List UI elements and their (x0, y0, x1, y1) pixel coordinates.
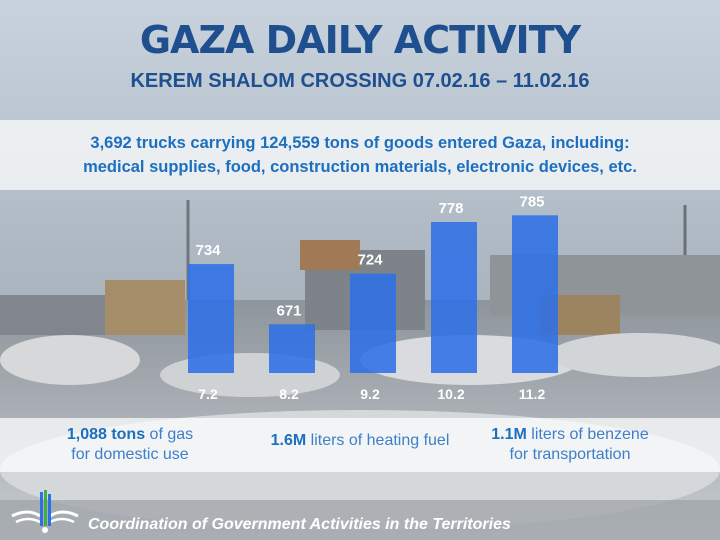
summary-line-1: 3,692 trucks carrying 124,559 tons of go… (90, 134, 630, 152)
stat-gas-text: of gas (145, 426, 194, 443)
stat-benzene-text-2: for transportation (509, 446, 631, 463)
footer-org-name: Coordination of Government Activities in… (88, 516, 511, 533)
stats-strip (0, 418, 720, 472)
x-tick-label-9.2: 9.2 (360, 386, 380, 402)
bar-11.2 (512, 215, 558, 373)
data-label-11.2: 785 (519, 195, 544, 210)
x-tick-label-11.2: 11.2 (519, 386, 546, 402)
bar-10.2 (431, 222, 477, 373)
bar-9.2 (350, 273, 396, 373)
summary-line-2: medical supplies, food, construction mat… (83, 158, 637, 176)
stat-benzene: 1.1M liters of benzene for transportatio… (470, 425, 670, 465)
summary-banner: 3,692 trucks carrying 124,559 tons of go… (0, 120, 720, 190)
stat-heating-fuel-value: 1.6M (270, 432, 307, 449)
cogat-logo-icon (11, 490, 79, 533)
stat-gas-text-2: for domestic use (71, 446, 189, 463)
stat-benzene-value: 1.1M (491, 426, 527, 443)
data-label-10.2: 778 (438, 200, 463, 217)
truck-count-bar-chart: 734 7.2 671 8.2 724 9.2 778 10.2 785 11.2 (188, 195, 558, 402)
x-tick-label-7.2: 7.2 (198, 386, 218, 402)
data-label-7.2: 734 (195, 242, 221, 259)
x-tick-label-10.2: 10.2 (437, 386, 464, 402)
stat-benzene-text: liters of benzene (526, 426, 649, 443)
page-title: GAZA DAILY ACTIVITY (139, 18, 581, 62)
stat-heating-fuel-text: liters of heating fuel (306, 432, 450, 449)
bar-7.2 (188, 264, 234, 373)
page-subtitle: KEREM SHALOM CROSSING 07.02.16 – 11.02.1… (130, 70, 590, 92)
data-label-8.2: 671 (276, 302, 301, 319)
x-tick-label-8.2: 8.2 (279, 386, 299, 402)
bar-8.2 (269, 324, 315, 373)
data-label-9.2: 724 (357, 252, 383, 269)
stat-gas-value: 1,088 tons (66, 426, 146, 443)
stat-gas: 1,088 tons of gas for domestic use (40, 425, 220, 465)
stat-heating-fuel: 1.6M liters of heating fuel (235, 431, 485, 451)
